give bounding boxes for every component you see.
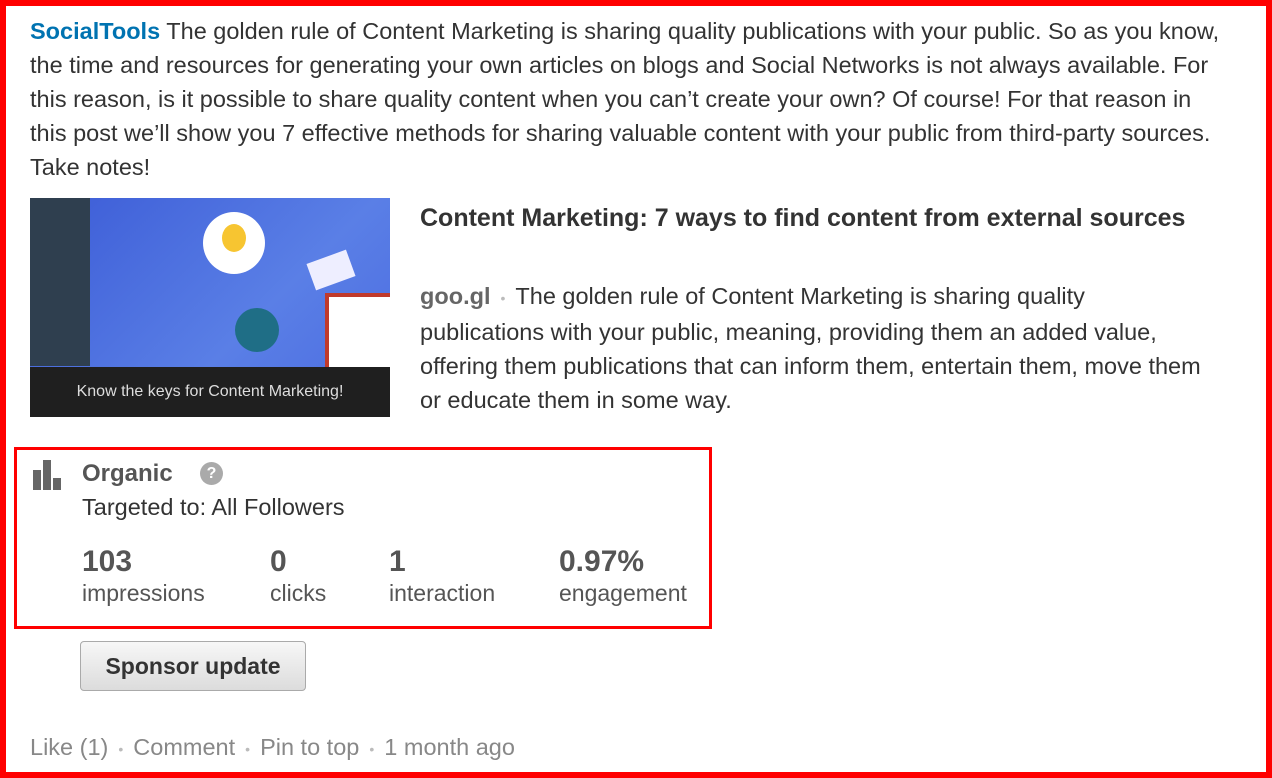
thumbnail-caption: Know the keys for Content Marketing! (30, 367, 390, 417)
stat-impressions: 103 impressions (82, 546, 205, 608)
stat-label: clicks (270, 580, 327, 606)
link-description: goo.gl • The golden rule of Content Market… (420, 279, 1210, 417)
phone-keypad-illustration (30, 198, 90, 366)
separator: • (118, 740, 124, 757)
stat-value: 0.97% (559, 545, 645, 578)
stat-label: interaction (389, 580, 496, 606)
bar-chart-icon (33, 460, 61, 490)
like-link[interactable]: Like (1) (30, 734, 109, 760)
stat-clicks: 0 clicks (270, 546, 326, 608)
separator: • (369, 740, 375, 757)
comment-link[interactable]: Comment (133, 734, 236, 760)
link-domain: goo.gl (420, 283, 491, 309)
link-thumbnail[interactable]: Know the keys for Content Marketing! (30, 198, 390, 417)
stat-value: 103 (82, 545, 133, 578)
post-body: The golden rule of Content Marketing is … (30, 18, 1220, 180)
post-actions: Like (1) • Comment • Pin to top • 1 month ago (30, 734, 515, 761)
post-text: SocialTools The golden rule of Content M… (30, 14, 1230, 184)
author-link[interactable]: SocialTools (30, 18, 161, 44)
envelope-illustration (306, 249, 356, 291)
stat-label: engagement (559, 580, 687, 606)
separator: • (245, 740, 251, 757)
stat-label: impressions (82, 580, 205, 606)
stats-title: Organic (82, 460, 173, 487)
targeted-audience: Targeted to: All Followers (82, 494, 345, 520)
pin-to-top-link[interactable]: Pin to top (260, 734, 360, 760)
help-icon[interactable]: ? (200, 462, 223, 485)
lightbulb-illustration (203, 212, 265, 274)
sponsor-update-button[interactable]: Sponsor update (80, 641, 306, 691)
link-description-text: The golden rule of Content Marketing is … (420, 283, 1201, 413)
globe-illustration (235, 308, 279, 352)
stat-interactions: 1 interaction (389, 546, 495, 608)
stat-value: 0 (270, 545, 287, 578)
tablet-illustration (325, 293, 390, 376)
separator: • (500, 289, 506, 306)
stat-engagement: 0.97% engagement (559, 546, 687, 608)
stat-value: 1 (389, 545, 406, 578)
organic-stats-panel: Organic ? Targeted to: All Followers 103… (14, 447, 712, 629)
timestamp: 1 month ago (384, 734, 515, 760)
link-title[interactable]: Content Marketing: 7 ways to find conten… (420, 204, 1186, 232)
